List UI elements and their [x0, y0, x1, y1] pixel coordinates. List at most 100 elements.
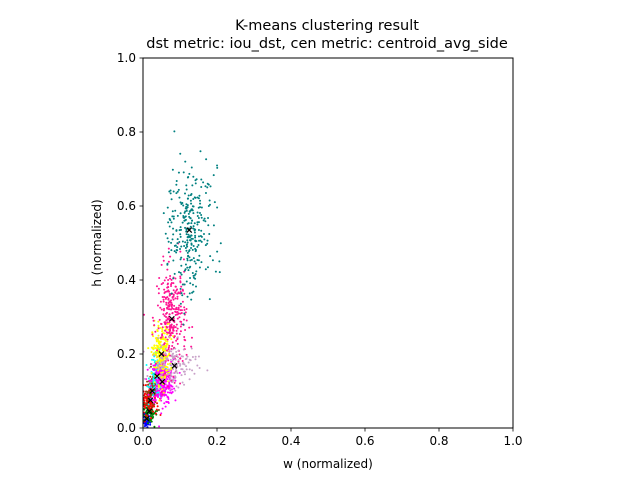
- data-point: [143, 402, 146, 405]
- data-point: [202, 181, 205, 184]
- data-point: [169, 255, 172, 258]
- data-point: [168, 335, 171, 338]
- data-point: [148, 390, 151, 393]
- data-point: [174, 389, 177, 392]
- data-point: [185, 353, 188, 356]
- data-point: [184, 263, 187, 266]
- data-point: [165, 276, 168, 279]
- data-point: [168, 290, 171, 293]
- data-point: [156, 349, 159, 352]
- data-point: [161, 347, 164, 350]
- data-point: [172, 308, 175, 311]
- data-point: [178, 196, 181, 199]
- data-point: [188, 378, 191, 381]
- data-point: [161, 357, 164, 360]
- data-point: [179, 258, 182, 261]
- data-point: [155, 362, 158, 365]
- data-point: [157, 320, 160, 323]
- data-point: [176, 214, 179, 217]
- data-point: [165, 306, 168, 309]
- data-point: [161, 372, 164, 375]
- data-point: [163, 360, 166, 363]
- data-point: [164, 296, 167, 299]
- data-point: [162, 371, 165, 374]
- data-point: [183, 335, 186, 338]
- data-point: [168, 218, 171, 221]
- data-point: [168, 321, 171, 324]
- data-point: [193, 231, 196, 234]
- data-point: [149, 418, 152, 421]
- data-point: [173, 324, 175, 327]
- data-point: [190, 336, 193, 339]
- data-point: [151, 316, 154, 319]
- data-point: [163, 307, 166, 310]
- data-point: [152, 319, 155, 322]
- data-point: [162, 282, 165, 285]
- data-point: [154, 371, 157, 374]
- data-point: [177, 171, 180, 174]
- data-point: [208, 199, 211, 202]
- data-point: [166, 385, 169, 388]
- data-point: [174, 379, 177, 382]
- data-point: [208, 203, 211, 206]
- data-point: [181, 294, 184, 297]
- data-point: [175, 249, 178, 252]
- data-point: [184, 241, 187, 244]
- data-point: [186, 259, 189, 262]
- data-point: [147, 386, 150, 389]
- data-point: [155, 390, 158, 393]
- x-tick-label: 1.0: [503, 434, 522, 448]
- data-point: [172, 289, 175, 292]
- data-point: [152, 412, 155, 415]
- data-point: [193, 260, 196, 263]
- data-point: [168, 313, 171, 316]
- data-point: [219, 242, 222, 245]
- data-point: [156, 329, 159, 332]
- data-point: [178, 333, 181, 336]
- data-point: [143, 422, 146, 425]
- data-point: [181, 300, 184, 303]
- data-point: [179, 235, 182, 238]
- data-point: [144, 392, 147, 395]
- data-point: [179, 382, 182, 385]
- data-point: [159, 413, 162, 416]
- data-point: [165, 301, 168, 304]
- data-point: [156, 337, 159, 340]
- data-point: [164, 372, 167, 375]
- data-point: [150, 393, 153, 396]
- data-point: [149, 365, 152, 368]
- data-point: [198, 367, 201, 370]
- data-point: [180, 264, 183, 267]
- data-point: [157, 346, 160, 349]
- data-point: [145, 399, 148, 402]
- data-point: [212, 174, 215, 177]
- data-point: [163, 329, 166, 332]
- data-point: [179, 201, 182, 204]
- data-point: [170, 284, 173, 287]
- data-point: [151, 406, 154, 409]
- data-point: [186, 355, 189, 358]
- data-point: [165, 316, 168, 319]
- data-point: [192, 257, 195, 260]
- data-point: [156, 402, 159, 405]
- data-point: [195, 270, 198, 273]
- data-point: [181, 368, 184, 371]
- data-point: [200, 240, 203, 243]
- data-point: [170, 374, 173, 377]
- data-point: [189, 217, 192, 220]
- data-point: [197, 206, 200, 209]
- data-point: [171, 331, 174, 334]
- data-point: [155, 340, 158, 343]
- data-point: [171, 326, 174, 329]
- data-point: [175, 332, 178, 335]
- data-point: [166, 357, 169, 360]
- data-point: [159, 338, 162, 341]
- data-point: [153, 366, 156, 369]
- data-point: [172, 277, 175, 280]
- data-point: [162, 391, 165, 394]
- data-point: [190, 246, 193, 249]
- data-point: [175, 354, 178, 357]
- data-point: [167, 354, 170, 357]
- data-point: [177, 188, 180, 191]
- data-point: [169, 334, 172, 337]
